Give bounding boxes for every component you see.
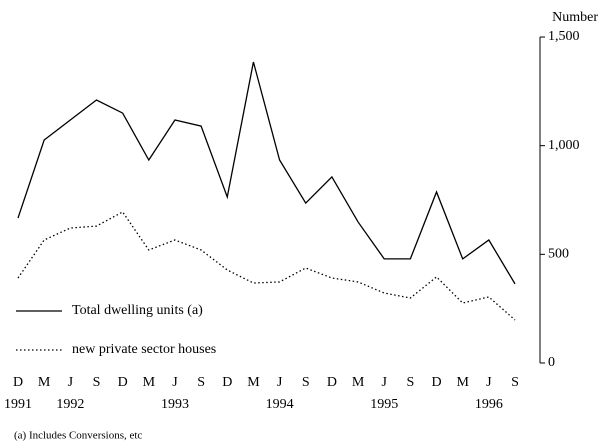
year-label: 1996: [475, 397, 503, 412]
y-tick-label: 0: [548, 355, 555, 370]
x-tick-label: D: [222, 375, 232, 390]
x-tick-label: J: [381, 375, 387, 390]
y-tick-label: 1,000: [548, 138, 580, 153]
x-tick-label: J: [172, 375, 178, 390]
y-tick-label: 1,500: [548, 29, 580, 44]
x-tick-label: J: [68, 375, 74, 390]
year-label: 1992: [56, 397, 84, 412]
x-tick-label: S: [511, 375, 519, 390]
year-label: 1991: [4, 397, 32, 412]
x-tick-label: D: [118, 375, 128, 390]
x-tick-label: M: [456, 375, 469, 390]
y-axis-label: Number: [552, 10, 598, 25]
series-line: [17, 211, 516, 321]
x-tick-label: M: [352, 375, 365, 390]
year-label: 1994: [266, 397, 294, 412]
legend-label: new private sector houses: [72, 342, 216, 357]
x-tick-label: M: [247, 375, 260, 390]
x-tick-label: D: [327, 375, 337, 390]
x-tick-label: M: [143, 375, 156, 390]
x-tick-label: J: [277, 375, 283, 390]
x-tick-label: S: [93, 375, 101, 390]
x-tick-label: J: [486, 375, 492, 390]
x-tick-label: S: [197, 375, 205, 390]
x-tick-label: D: [431, 375, 441, 390]
x-tick-label: D: [13, 375, 23, 390]
year-label: 1993: [161, 397, 189, 412]
x-tick-label: S: [302, 375, 310, 390]
footnote: (a) Includes Conversions, etc: [14, 430, 142, 442]
year-label: 1995: [370, 397, 398, 412]
legend-label: Total dwelling units (a): [72, 303, 203, 318]
series-line: [17, 61, 516, 285]
y-tick-label: 500: [548, 247, 569, 262]
x-tick-label: M: [38, 375, 51, 390]
x-tick-label: S: [406, 375, 414, 390]
